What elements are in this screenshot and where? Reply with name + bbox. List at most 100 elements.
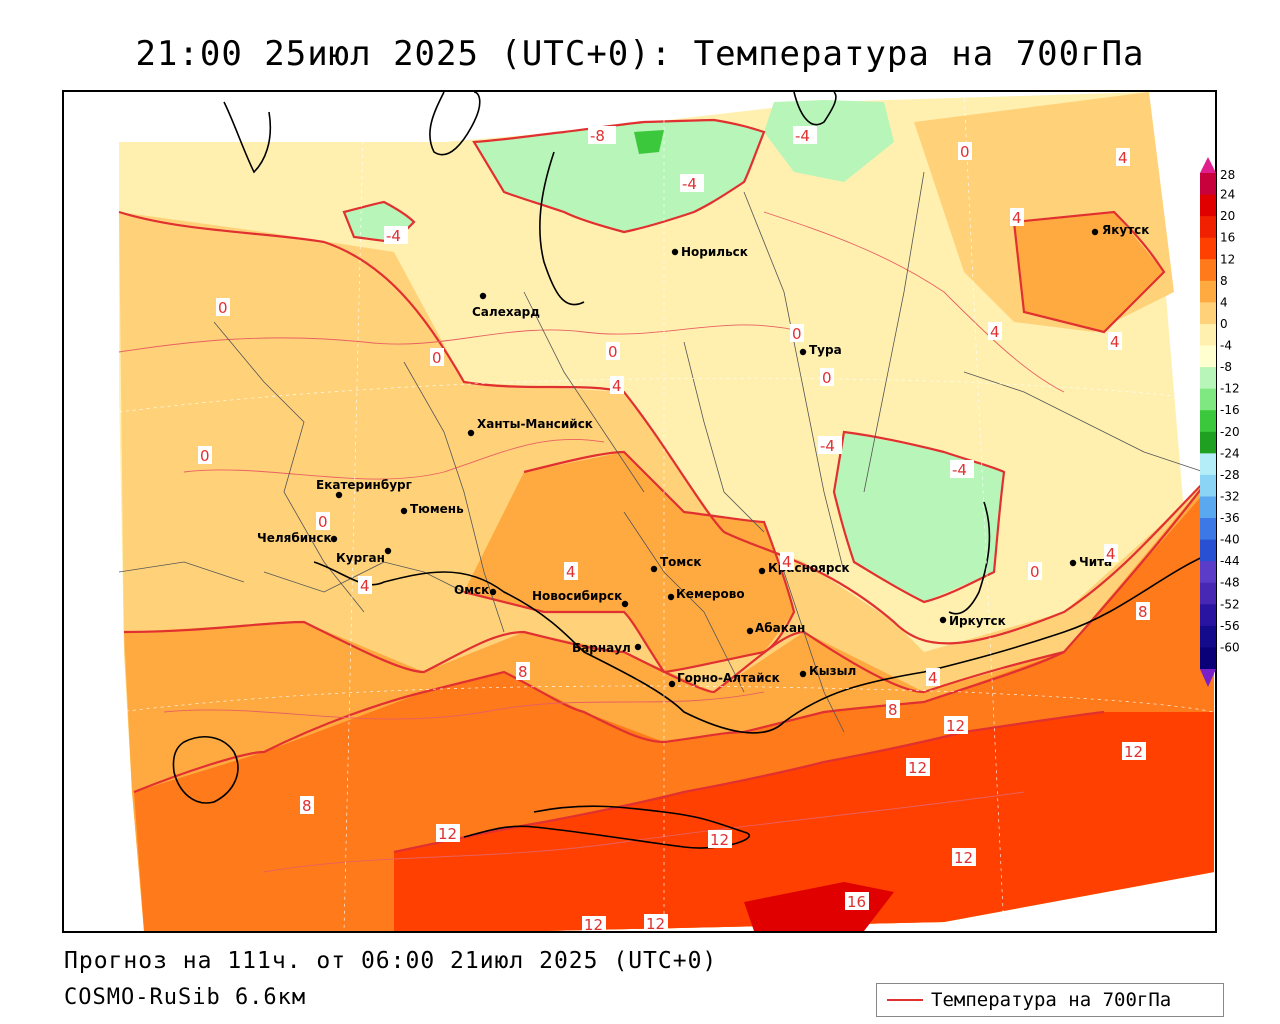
- colorbar-cell: [1200, 173, 1216, 196]
- colorbar-top-arrow: [1200, 157, 1216, 173]
- city-label-chita: Чита: [1079, 555, 1112, 569]
- svg-text:4: 4: [360, 577, 370, 595]
- city-label-omsk: Омск: [454, 583, 489, 597]
- city-label-chelyabinsk: Челябинск: [257, 531, 332, 545]
- colorbar-cell: [1200, 367, 1216, 390]
- colorbar-cell: [1200, 323, 1216, 347]
- city-label-tyumen: Тюмень: [410, 502, 464, 516]
- city-label-irkutsk: Иркутск: [949, 614, 1006, 628]
- svg-text:12: 12: [908, 759, 927, 777]
- city-markers: Якутск Норильск Салехард Тура Ханты-Манс…: [257, 223, 1149, 688]
- city-label-barnaul: Барнаул: [572, 641, 631, 655]
- colorbar-cell: [1200, 345, 1216, 368]
- colorbar-label: -8: [1220, 360, 1232, 374]
- city-label-kemerovo: Кемерово: [676, 587, 745, 601]
- city-label-yekaterinburg: Екатеринбург: [316, 478, 412, 492]
- svg-text:12: 12: [954, 849, 973, 867]
- svg-text:12: 12: [438, 825, 457, 843]
- colorbar-cell: [1200, 647, 1216, 670]
- map-panel[interactable]: Якутск Норильск Салехард Тура Ханты-Манс…: [62, 90, 1217, 933]
- svg-text:12: 12: [584, 916, 603, 931]
- colorbar-label: 16: [1220, 231, 1235, 245]
- city-label-kurgan: Курган: [336, 551, 385, 565]
- colorbar-label: -36: [1220, 511, 1240, 525]
- svg-text:4: 4: [990, 323, 1000, 341]
- svg-text:0: 0: [608, 343, 618, 361]
- svg-text:-4: -4: [682, 175, 697, 193]
- svg-text:8: 8: [888, 701, 898, 719]
- forecast-caption: Прогноз на 111ч. от 06:00 21июл 2025 (UT…: [64, 948, 718, 974]
- colorbar-label: -4: [1220, 339, 1232, 353]
- city-label-tomsk: Томск: [660, 555, 702, 569]
- city-label-novosibirsk: Новосибирск: [532, 589, 622, 603]
- temperature-map: Якутск Норильск Салехард Тура Ханты-Манс…: [64, 92, 1215, 931]
- svg-text:4: 4: [1118, 149, 1128, 167]
- colorbar-bottom-arrow: [1200, 669, 1216, 687]
- svg-text:4: 4: [782, 553, 792, 571]
- svg-text:0: 0: [218, 299, 228, 317]
- svg-text:4: 4: [612, 377, 622, 395]
- svg-text:-4: -4: [820, 437, 835, 455]
- svg-text:4: 4: [1110, 333, 1120, 351]
- colorbar-label: -44: [1220, 554, 1240, 568]
- colorbar-cell: [1200, 561, 1216, 584]
- svg-text:12: 12: [946, 717, 965, 735]
- legend-label: Температура на 700гПа: [931, 989, 1172, 1011]
- colorbar-label: 8: [1220, 274, 1228, 288]
- svg-text:0: 0: [1030, 563, 1040, 581]
- svg-text:8: 8: [1138, 603, 1148, 621]
- colorbar-cell: [1200, 302, 1216, 325]
- colorbar-cell: [1200, 625, 1216, 648]
- colorbar-label: -32: [1220, 489, 1240, 503]
- colorbar-label: -52: [1220, 597, 1240, 611]
- colorbar-cell: [1200, 388, 1216, 411]
- svg-text:-4: -4: [952, 461, 967, 479]
- colorbar-cell: [1200, 259, 1216, 282]
- city-label-khanty-mansiysk: Ханты-Мансийск: [477, 417, 593, 431]
- svg-text:-4: -4: [795, 127, 810, 145]
- svg-text:4: 4: [1106, 545, 1116, 563]
- city-label-norilsk: Норильск: [681, 245, 748, 259]
- city-label-yakutsk: Якутск: [1102, 223, 1149, 237]
- svg-text:0: 0: [792, 325, 802, 343]
- city-label-abakan: Абакан: [755, 621, 805, 635]
- svg-text:12: 12: [646, 915, 665, 931]
- colorbar-cell: [1200, 216, 1216, 239]
- legend: Температура на 700гПа: [876, 983, 1224, 1017]
- svg-text:0: 0: [318, 513, 328, 531]
- svg-text:0: 0: [960, 143, 970, 161]
- colorbar-cell: [1200, 539, 1216, 562]
- svg-text:16: 16: [847, 893, 866, 911]
- isoline-labels: -8 -4 -4 -4 -4 -4 0 0 0 0 0 0 0 0 0 4 4 …: [198, 126, 1150, 931]
- colorbar-label: 28: [1220, 168, 1235, 182]
- city-label-salekhard: Салехард: [472, 305, 540, 319]
- svg-text:-4: -4: [386, 227, 401, 245]
- svg-text:4: 4: [1012, 209, 1022, 227]
- colorbar: 28 24 20 16 12 8 4 0 -4 -8 -12 -16 -20 -24 -28 -32 -36 -4…: [1200, 157, 1240, 687]
- colorbar-label: 12: [1220, 252, 1235, 266]
- colorbar-cell: [1200, 453, 1216, 476]
- svg-text:8: 8: [302, 797, 312, 815]
- svg-text:4: 4: [566, 563, 576, 581]
- colorbar-label: 4: [1220, 295, 1228, 309]
- colorbar-label: -20: [1220, 425, 1240, 439]
- svg-text:0: 0: [822, 369, 832, 387]
- colorbar-cell: [1200, 237, 1216, 260]
- colorbar-cell: [1200, 582, 1216, 605]
- svg-text:-8: -8: [590, 127, 605, 145]
- colorbar-cell: [1200, 496, 1216, 519]
- colorbar-label: -56: [1220, 619, 1240, 633]
- colorbar-cell: [1200, 518, 1216, 541]
- svg-text:0: 0: [432, 349, 442, 367]
- svg-text:4: 4: [928, 669, 938, 687]
- colorbar-label: -40: [1220, 533, 1240, 547]
- colorbar-cell: [1200, 194, 1216, 217]
- svg-text:12: 12: [710, 831, 729, 849]
- map-title: 21:00 25июл 2025 (UTC+0): Температура на…: [135, 34, 1145, 74]
- colorbar-label: -28: [1220, 468, 1240, 482]
- svg-text:8: 8: [518, 663, 528, 681]
- model-caption: COSMO-RuSib 6.6км: [64, 985, 307, 1010]
- city-label-gorno-altaysk: Горно-Алтайск: [677, 671, 780, 685]
- colorbar-cell: [1200, 604, 1216, 627]
- colorbar-label: -48: [1220, 576, 1240, 590]
